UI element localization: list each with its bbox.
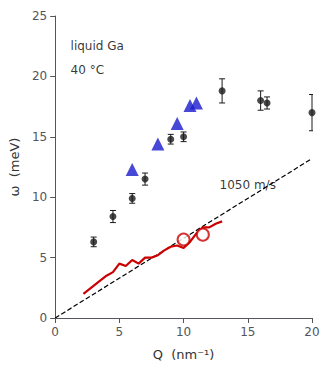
svg-text:15: 15 [32, 130, 47, 144]
svg-text:20: 20 [304, 325, 319, 339]
svg-text:liquid Ga: liquid Ga [71, 39, 124, 53]
svg-text:40 °C: 40 °C [71, 63, 104, 77]
svg-text:5: 5 [40, 251, 48, 265]
svg-text:1050 m/s: 1050 m/s [220, 178, 276, 192]
svg-text:25: 25 [32, 9, 47, 23]
svg-text:ω (meV): ω (meV) [7, 138, 22, 197]
svg-text:Q (nm⁻¹): Q (nm⁻¹) [153, 347, 215, 362]
svg-text:0: 0 [51, 325, 59, 339]
svg-text:0: 0 [40, 311, 48, 325]
svg-text:5: 5 [116, 325, 124, 339]
svg-text:15: 15 [240, 325, 255, 339]
svg-text:20: 20 [32, 69, 47, 83]
svg-text:10: 10 [176, 325, 191, 339]
svg-text:10: 10 [32, 190, 47, 204]
